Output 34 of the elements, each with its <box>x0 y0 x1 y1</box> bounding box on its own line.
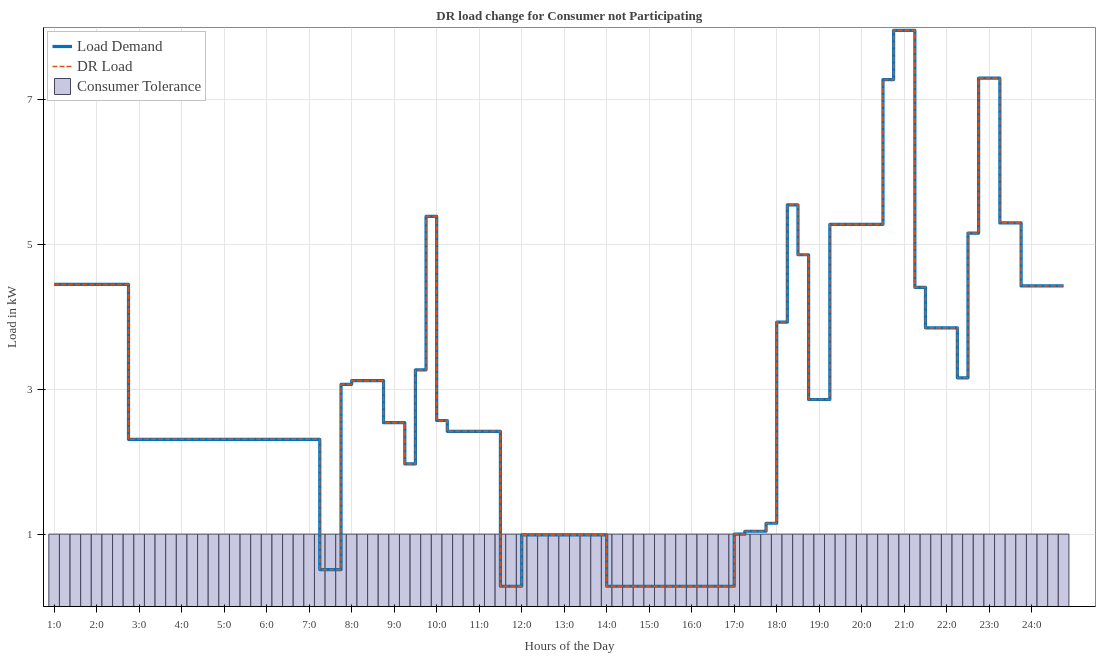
legend-label: Consumer Tolerance <box>77 77 202 95</box>
x-tick-label: 9:0 <box>387 617 402 630</box>
x-tick-label: 24:0 <box>1021 617 1043 630</box>
x-tick-label: 17:0 <box>724 617 745 630</box>
x-tick-label: 6:0 <box>259 617 275 630</box>
x-tick-label: 7:0 <box>302 617 317 630</box>
x-axis-title: Hours of the Day <box>524 637 615 653</box>
x-tick-label: 1:0 <box>47 617 62 630</box>
y-tick-label: 7 <box>27 93 33 106</box>
x-tick-label: 12:0 <box>511 617 532 630</box>
chart-title: DR load change for Consumer not Participating <box>436 7 703 23</box>
x-tick-label: 19:0 <box>809 617 830 630</box>
legend-label: Load Demand <box>77 37 163 55</box>
x-tick-label: 10:0 <box>426 617 447 630</box>
x-tick-label: 4:0 <box>174 617 190 630</box>
y-tick-label: 1 <box>27 527 33 540</box>
x-tick-label: 15:0 <box>639 617 660 630</box>
y-axis-title: Load in kW <box>4 285 19 349</box>
legend-label: DR Load <box>77 57 133 75</box>
x-tick-label: 22:0 <box>936 617 958 630</box>
x-tick-label: 14:0 <box>596 617 617 630</box>
y-tick-label: 5 <box>27 238 33 251</box>
x-tick-label: 11:0 <box>469 617 490 630</box>
x-tick-label: 21:0 <box>894 617 915 630</box>
x-tick-label: 3:0 <box>132 617 147 630</box>
x-tick-label: 8:0 <box>344 617 360 630</box>
x-tick-label: 16:0 <box>681 617 702 630</box>
y-tick-label: 3 <box>27 382 33 395</box>
x-tick-label: 23:0 <box>979 617 1000 630</box>
x-tick-label: 20:0 <box>851 617 872 630</box>
x-tick-label: 18:0 <box>766 617 787 630</box>
x-tick-label: 2:0 <box>89 617 105 630</box>
x-tick-label: 5:0 <box>217 617 232 630</box>
x-tick-label: 13:0 <box>554 617 575 630</box>
